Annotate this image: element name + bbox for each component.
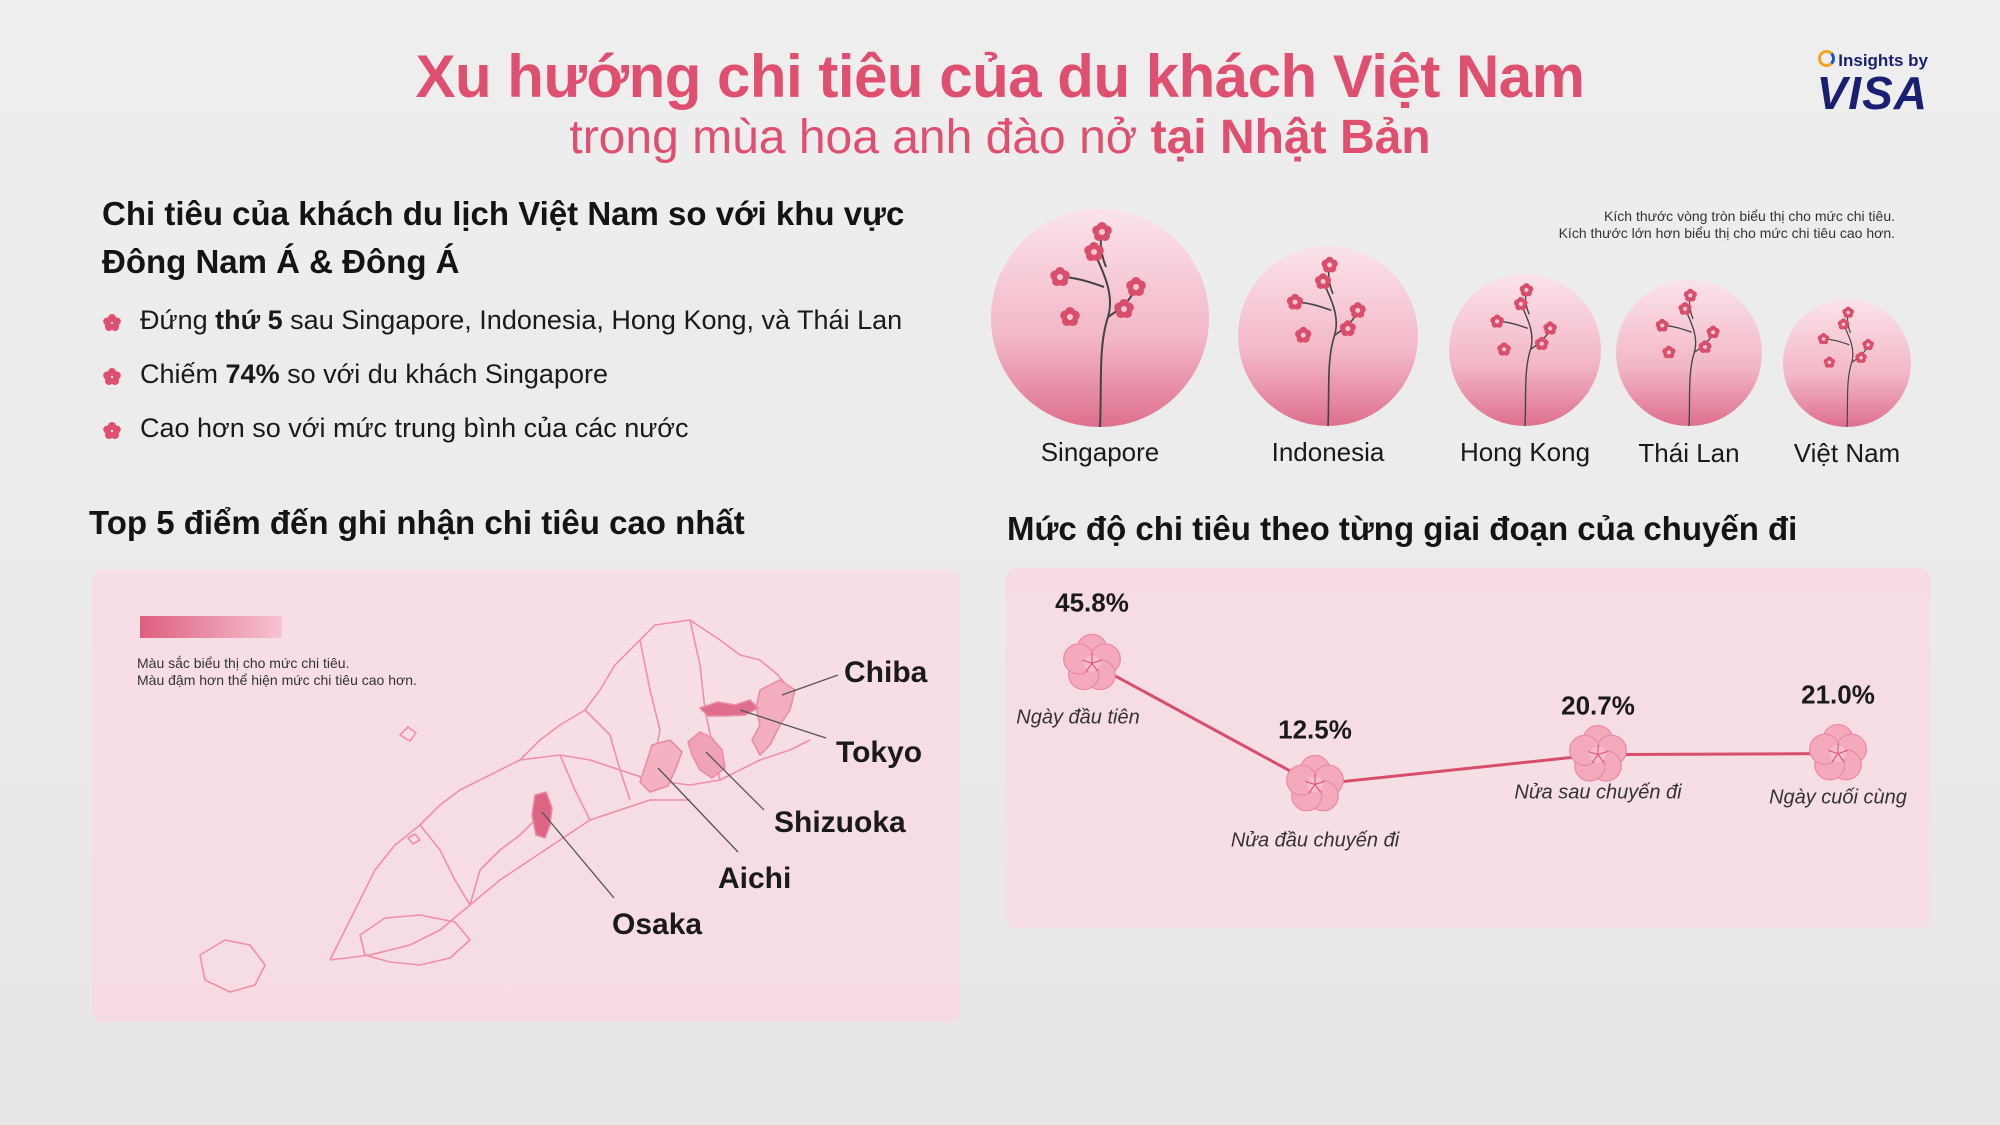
insights-by-label: Insights by: [1817, 50, 1928, 71]
label-osaka: Osaka: [612, 908, 703, 941]
blossom-branch-icon: [1817, 306, 1874, 428]
map-outline-south: [329, 799, 690, 961]
section1-heading: Chi tiêu của khách du lịch Việt Nam so v…: [102, 195, 905, 280]
map-interior-a: [469, 814, 541, 906]
map-interior-b: [419, 824, 471, 906]
swirl-icon: [1818, 50, 1836, 67]
prefecture-osaka: [531, 791, 553, 839]
label-shizuoka: Shizuoka: [774, 806, 906, 839]
series-line: [1091, 661, 1839, 787]
map-interior-c: [559, 754, 591, 821]
map-outline-shikoku: [359, 914, 471, 966]
data-point: [1063, 633, 1121, 691]
prefecture-shizuoka: [687, 731, 726, 779]
country-label: Singapore: [1040, 437, 1160, 467]
leader-shizuoka: [705, 751, 765, 811]
data-label: 21.0%: [1801, 680, 1875, 710]
subtitle-bold: tại Nhật Bản: [1150, 111, 1431, 164]
leader-chiba: [781, 674, 839, 696]
map-island-1: [399, 726, 417, 742]
country-label: Hong Kong: [1459, 437, 1591, 467]
leader-aichi: [657, 767, 739, 853]
map-panel: [92, 570, 960, 1022]
category-label: Ngày đầu tiên: [1016, 706, 1139, 728]
country-label: Việt Nam: [1793, 438, 1901, 468]
line-chart-panel: [1006, 568, 1930, 928]
label-tokyo: Tokyo: [836, 736, 923, 769]
visa-wordmark: VISA: [1816, 67, 1928, 119]
prefecture-aichi: [639, 739, 683, 793]
leader-tokyo: [739, 709, 827, 739]
bullet-list: Đứng thứ 5 sau Singapore, Indonesia, Hon…: [102, 305, 902, 467]
label-aichi: Aichi: [718, 862, 792, 895]
page-subtitle: trong mùa hoa anh đào nở tại Nhật Bản: [0, 110, 2000, 165]
category-label: Nửa đầu chuyến đi: [1231, 830, 1400, 852]
category-label: Nửa sau chuyến đi: [1514, 782, 1682, 804]
bubble-thái-lan: [1616, 280, 1762, 427]
blossom-bullet-icon: [103, 422, 121, 439]
bubble-indonesia: [1238, 246, 1418, 427]
blossom-bullet-icon: [103, 368, 121, 385]
section3-heading: Mức độ chi tiêu theo từng giai đoạn của …: [1007, 510, 1798, 547]
blossom-branch-icon: [1655, 288, 1720, 427]
map-interior-d: [619, 769, 631, 801]
section2-heading: Top 5 điểm đến ghi nhận chi tiêu cao nhấ…: [89, 504, 745, 541]
blossom-branch-icon: [1286, 256, 1366, 427]
prefecture-chiba: [751, 679, 796, 757]
map-outline-central: [479, 739, 811, 786]
data-point: [1809, 723, 1867, 781]
bubble-note: Kích thước vòng tròn biểu thị cho mức ch…: [1558, 208, 1895, 241]
data-point: [1286, 754, 1344, 812]
color-legend-bar: [140, 616, 282, 638]
bullet-item: Đứng thứ 5 sau Singapore, Indonesia, Hon…: [102, 305, 902, 359]
category-label: Ngày cuối cùng: [1769, 787, 1907, 809]
map-island-2: [407, 833, 421, 845]
bullet-item: Chiếm 74% so với du khách Singapore: [102, 359, 902, 413]
map-legend-note: Màu sắc biểu thị cho mức chi tiêu. Màu đ…: [137, 655, 417, 688]
data-label: 12.5%: [1278, 715, 1352, 745]
blossom-branch-icon: [1490, 283, 1557, 427]
blossom-bullet-icon: [103, 314, 121, 331]
data-label: 45.8%: [1055, 587, 1129, 617]
page-title: Xu hướng chi tiêu của du khách Việt Nam: [415, 43, 1585, 110]
bubble-singapore: [991, 209, 1209, 428]
bubble-việt-nam: [1783, 299, 1911, 428]
map-outline-west: [329, 779, 481, 961]
subtitle-normal: trong mùa hoa anh đào nở: [569, 111, 1151, 164]
country-label: Thái Lan: [1638, 438, 1740, 468]
prefecture-tokyo: [698, 699, 760, 717]
data-point: [1569, 725, 1627, 782]
data-label: 20.7%: [1561, 691, 1635, 721]
bullet-item: Cao hơn so với mức trung bình của các nư…: [102, 413, 902, 467]
blossom-branch-icon: [1050, 222, 1146, 428]
bubble-hong-kong: [1449, 274, 1601, 427]
map-interior-g: [584, 709, 621, 771]
country-label: Indonesia: [1271, 437, 1385, 467]
label-chiba: Chiba: [844, 656, 928, 689]
map-outline-kyushu: [199, 939, 266, 993]
visa-logo: Insights by VISA: [1816, 50, 1928, 119]
leader-osaka: [541, 811, 615, 899]
